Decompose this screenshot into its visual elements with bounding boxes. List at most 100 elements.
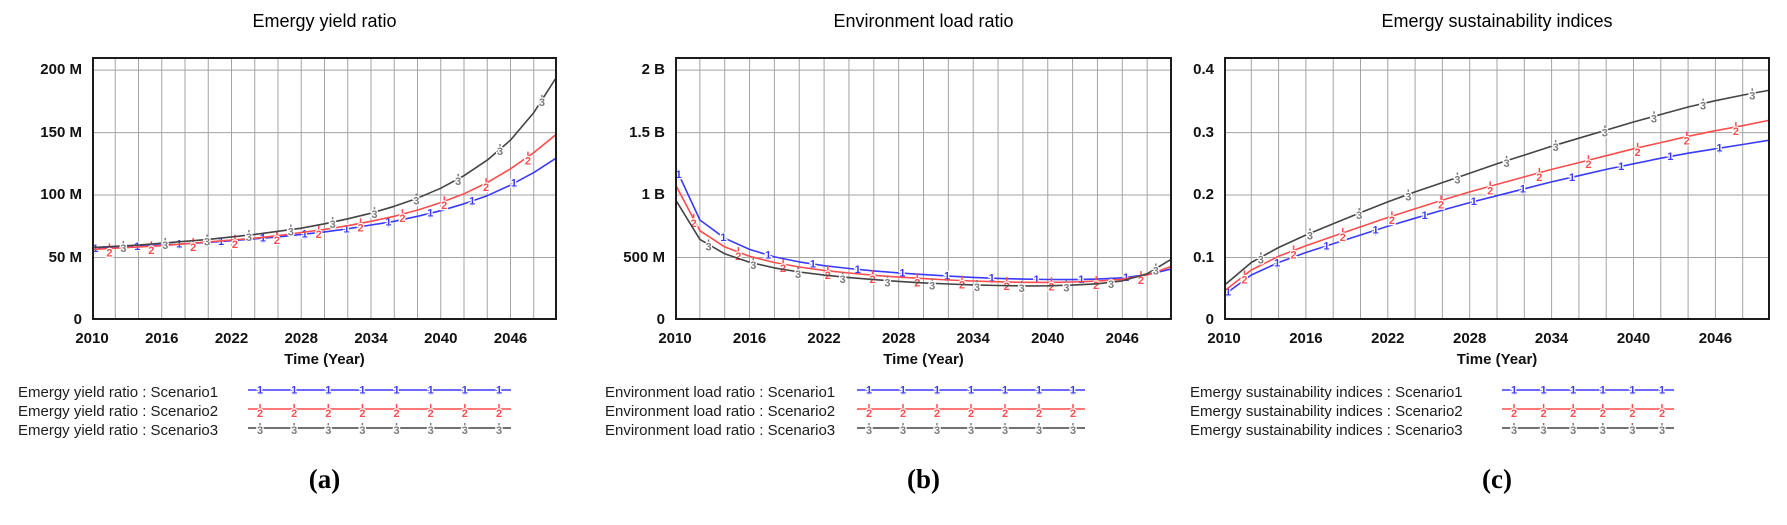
series-marker-digit: 3: [455, 176, 461, 188]
svg-text:2: 2: [1036, 408, 1042, 419]
x-tick-label: 2046: [1698, 330, 1733, 347]
x-tick-label: 2034: [956, 330, 990, 347]
series-marker-digit: 1: [511, 178, 517, 190]
series-marker-digit: 2: [1340, 232, 1346, 244]
series-marker-digit: 3: [162, 240, 168, 252]
series-marker-digit: 3: [413, 196, 419, 208]
series-marker-digit: 1: [469, 195, 475, 207]
series-marker-digit: 2: [190, 242, 196, 254]
legend-line-sample-scenario1: 1 1 1 1 1 1: [1502, 380, 1674, 405]
series-marker-digit: 3: [1063, 282, 1069, 294]
svg-text:2: 2: [1002, 408, 1008, 419]
series-marker-digit: 3: [750, 260, 756, 272]
x-tick-label: 2028: [881, 330, 916, 347]
svg-text:3: 3: [359, 425, 365, 437]
series-marker-digit: 3: [1405, 191, 1411, 203]
series-marker-digit: 2: [1438, 199, 1444, 211]
series-marker-digit: 2: [483, 182, 489, 194]
series-marker-digit: 1: [1422, 210, 1428, 222]
series-marker-digit: 1: [302, 229, 308, 241]
svg-text:1: 1: [428, 385, 434, 397]
series-marker-digit: 1: [1034, 274, 1040, 286]
svg-text:1: 1: [1600, 385, 1606, 397]
svg-text:3: 3: [866, 425, 872, 437]
series-marker-digit: 2: [1536, 172, 1542, 184]
svg-text:3: 3: [1600, 425, 1606, 437]
legend-label: Emergy yield ratio : Scenario1: [18, 384, 219, 401]
y-tick-label: 0.4: [1193, 61, 1214, 79]
series-marker-digit: 1: [1078, 274, 1084, 286]
svg-text:3: 3: [462, 425, 468, 437]
series-marker-digit: 1: [1471, 196, 1477, 208]
legend-item-scenario3: Emergy sustainability indices : Scenario…: [1180, 421, 1787, 440]
svg-text:1: 1: [291, 385, 297, 397]
series-marker-digit: 1: [1123, 272, 1129, 284]
series-marker-digit: 1: [260, 233, 266, 245]
svg-text:1: 1: [1070, 385, 1076, 397]
svg-text:1: 1: [325, 385, 331, 397]
y-tick-label: 1 B: [641, 186, 665, 204]
legend-label: Environment load ratio : Scenario1: [605, 384, 836, 401]
series-line-scenario2: [1224, 119, 1770, 292]
series-marker-digit: 3: [795, 269, 801, 281]
series-marker-digit: 2: [1138, 275, 1144, 287]
svg-text:2: 2: [934, 408, 940, 419]
legend-label: Environment load ratio : Scenario2: [605, 403, 836, 420]
series-marker-digit: 2: [232, 239, 238, 251]
y-tick-label: 0.3: [1193, 123, 1214, 141]
series-marker-digit: 3: [1454, 174, 1460, 186]
series-marker-digit: 2: [148, 245, 154, 257]
series-marker-digit: 3: [1553, 142, 1559, 154]
x-tick-label: 2046: [493, 330, 528, 347]
plot-border: [92, 57, 557, 320]
svg-text:2: 2: [325, 408, 331, 419]
plot-border: [675, 57, 1172, 320]
series-marker-digit: 2: [106, 247, 112, 259]
svg-text:3: 3: [934, 425, 940, 437]
series-marker-digit: 3: [1019, 283, 1025, 295]
x-axis-title: Time (Year): [1456, 351, 1538, 368]
series-marker-digit: 1: [855, 264, 861, 276]
svg-text:1: 1: [359, 385, 365, 397]
x-tick-label: 2034: [1534, 330, 1569, 347]
svg-text:1: 1: [462, 385, 468, 397]
series-marker-digit: 2: [357, 222, 363, 234]
x-tick-label: 2034: [354, 330, 388, 347]
y-tick-label: 0: [1205, 311, 1214, 328]
series-marker-digit: 3: [1356, 210, 1362, 222]
chart-panel-c: Emergy sustainability indices 0 0.1 0.2 0.3…: [1180, 0, 1787, 525]
x-tick-label: 2040: [1616, 330, 1651, 347]
legend-label: Emergy yield ratio : Scenario2: [18, 403, 219, 420]
svg-text:2: 2: [359, 408, 365, 419]
legend-line-sample-scenario2: 2 2 2 2 2 2: [1502, 399, 1674, 424]
legend-label: Emergy sustainability indices : Scenario…: [1190, 384, 1463, 401]
series-marker-digit: 3: [1749, 90, 1755, 102]
series-marker-digit: 3: [120, 243, 126, 255]
series-marker-digit: 1: [1618, 161, 1624, 173]
svg-text:3: 3: [1036, 425, 1042, 437]
series-marker-digit: 2: [1635, 147, 1641, 159]
legend-item-scenario2: Emergy yield ratio : Scenario2 2 2 2 2 2 2 2 2: [0, 402, 560, 421]
svg-text:2: 2: [428, 408, 434, 419]
svg-text:2: 2: [462, 408, 468, 419]
series-marker-digit: 3: [929, 280, 935, 292]
series-marker-digit: 3: [539, 97, 545, 109]
svg-text:2: 2: [900, 408, 906, 419]
legend-item-scenario1: Emergy sustainability indices : Scenario…: [1180, 383, 1787, 402]
svg-text:1: 1: [394, 385, 400, 397]
svg-text:3: 3: [1659, 425, 1665, 437]
svg-text:3: 3: [1570, 425, 1576, 437]
svg-text:1: 1: [866, 385, 872, 397]
svg-text:3: 3: [1629, 425, 1635, 437]
x-tick-label: 2040: [424, 330, 458, 347]
legend-label: Emergy sustainability indices : Scenario…: [1190, 422, 1463, 439]
x-tick-label: 2010: [75, 330, 109, 347]
legend-line-sample-scenario1: 1 1 1 1 1 1 1 1: [248, 380, 511, 405]
